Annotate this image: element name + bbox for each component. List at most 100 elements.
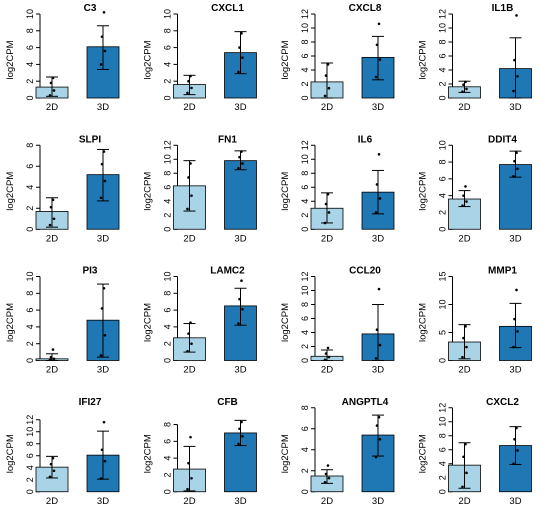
data-point (464, 185, 467, 188)
data-point (51, 348, 55, 351)
data-point (238, 46, 241, 49)
y-tick-label: 12 (163, 140, 173, 150)
data-point (462, 83, 465, 86)
y-tick-label: 10 (163, 9, 173, 19)
y-tick-label: 0 (163, 358, 173, 363)
y-axis-label: log2CPM (418, 434, 429, 473)
y-tick-label: 10 (438, 417, 448, 427)
y-tick-label: 6 (438, 176, 448, 181)
data-point (237, 442, 240, 446)
data-point (326, 346, 330, 350)
data-point (462, 455, 465, 459)
chart-panel: CFB log2CPM 0 2 4 6 8 2D 3D (143, 397, 257, 507)
category-label-2d: 2D (183, 102, 195, 113)
y-tick-label: 12 (300, 271, 310, 281)
category-label-3d: 3D (372, 365, 384, 376)
y-tick-label: 4 (438, 461, 448, 466)
data-point (324, 352, 328, 355)
data-point (378, 343, 382, 347)
data-point (323, 358, 327, 362)
data-point (186, 349, 189, 353)
data-point (375, 328, 379, 331)
chart-panel: IFI27 log2CPM 0 2 4 6 8 10 12 2D 3D (5, 397, 120, 507)
data-point (324, 472, 328, 476)
y-tick-label: 2 (25, 79, 35, 84)
data-point (189, 321, 192, 324)
y-tick-label: 2 (300, 213, 310, 218)
data-point (100, 162, 104, 166)
y-tick-label: 6 (300, 185, 310, 190)
category-label-2d: 2D (458, 365, 470, 376)
data-point (378, 437, 382, 441)
y-tick-label: 0 (300, 95, 310, 100)
data-point (515, 426, 518, 430)
data-point (240, 420, 243, 424)
y-tick-label: 2 (163, 79, 173, 84)
data-point (241, 162, 244, 165)
y-tick-label: 4 (300, 67, 310, 72)
y-tick-label: 6 (300, 53, 310, 58)
y-axis-label: log2CPM (143, 303, 154, 342)
data-point (326, 63, 330, 66)
y-tick-label: 8 (438, 160, 448, 165)
chart-panel: CXCL2 log2CPM 0 2 4 6 8 10 12 2D 3D (418, 397, 532, 507)
y-axis-label: log2CPM (418, 40, 429, 79)
data-point (241, 435, 244, 438)
y-tick-label: 5 (438, 330, 448, 335)
chart-panel: FN1 log2CPM 0 2 4 6 8 10 12 2D 3D (143, 134, 257, 244)
y-tick-label: 2 (25, 477, 35, 482)
chart-title: IL6 (358, 134, 373, 145)
chart-title: ANGPTL4 (342, 397, 389, 408)
data-point (190, 342, 193, 345)
bar-3d (224, 305, 257, 361)
y-tick-label: 8 (300, 39, 310, 44)
data-point (241, 307, 244, 311)
y-tick-label: 8 (300, 302, 310, 307)
category-label-2d: 2D (46, 365, 58, 376)
y-axis-label: log2CPM (5, 434, 16, 473)
data-point (187, 79, 190, 83)
y-tick-label: 0 (438, 227, 448, 232)
chart-title: LAMC2 (210, 266, 245, 277)
category-label-3d: 3D (509, 233, 521, 244)
data-point (464, 325, 467, 328)
data-point (186, 91, 189, 95)
data-point (49, 462, 53, 466)
y-tick-label: 8 (163, 422, 173, 427)
data-point (513, 58, 516, 62)
category-label-3d: 3D (509, 496, 521, 507)
y-tick-label: 4 (163, 456, 173, 461)
y-tick-label: 10 (25, 9, 35, 19)
data-point (323, 481, 327, 484)
y-tick-label: 12 (300, 9, 310, 19)
y-tick-label: 0 (438, 358, 448, 363)
data-point (240, 150, 243, 153)
data-point (326, 192, 330, 196)
y-tick-label: 8 (25, 28, 35, 33)
y-tick-label: 6 (25, 45, 35, 50)
data-point (374, 211, 378, 214)
chart-title: C3 (84, 3, 97, 14)
y-tick-label: 2 (300, 344, 310, 349)
y-tick-label: 8 (300, 171, 310, 176)
y-axis-label: log2CPM (418, 303, 429, 342)
y-tick-label: 12 (438, 9, 448, 19)
data-point (103, 179, 107, 183)
y-tick-label: 8 (438, 433, 448, 438)
data-point (103, 334, 107, 337)
data-point (461, 485, 464, 489)
chart-panel: IL1B log2CPM 0 2 4 6 8 10 12 2D 3D (418, 3, 532, 113)
data-point (102, 150, 106, 153)
data-point (240, 279, 243, 282)
data-point (515, 14, 518, 17)
data-point (52, 357, 56, 361)
data-point (462, 194, 465, 197)
y-tick-label: 0 (163, 95, 173, 100)
data-point (189, 435, 192, 439)
y-tick-label: 2 (163, 213, 173, 218)
chart-panel: CXCL8 log2CPM 0 2 4 6 8 10 12 2D 3D (280, 3, 395, 113)
chart-panel: ANGPTL4 log2CPM 0 2 4 6 8 2D 3D (280, 397, 395, 507)
data-point (99, 63, 103, 66)
chart-title: CXCL1 (211, 3, 244, 14)
category-label-2d: 2D (321, 365, 333, 376)
